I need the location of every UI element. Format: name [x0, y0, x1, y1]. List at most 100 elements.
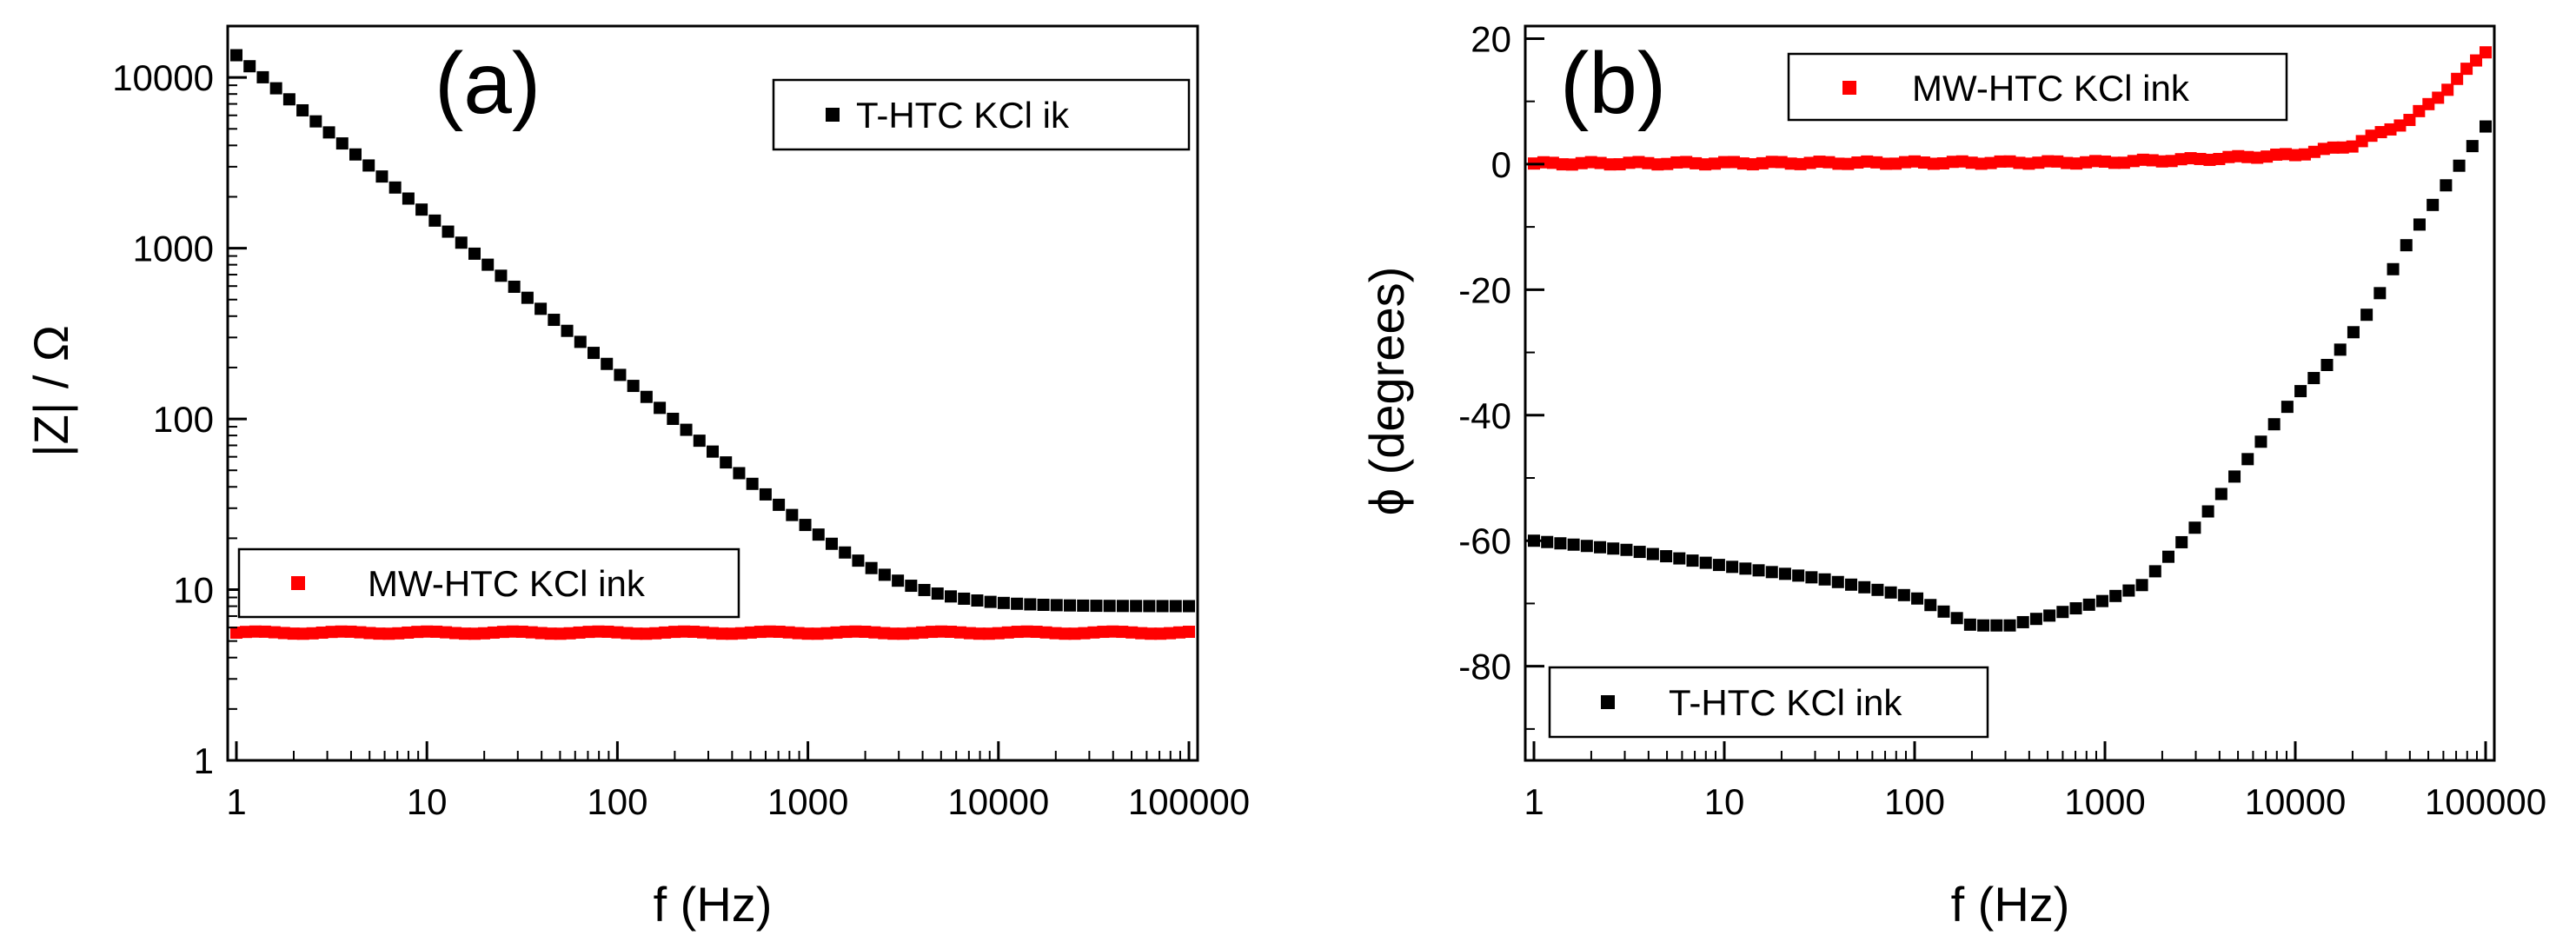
data-point-black [548, 314, 561, 327]
data-point-red [935, 625, 948, 638]
data-point-red [2298, 148, 2311, 161]
data-point-red [2232, 149, 2245, 163]
data-point-red [2155, 155, 2168, 168]
data-point-black [1541, 535, 1554, 548]
data-point-black [1077, 599, 1090, 612]
data-point-red [1078, 627, 1091, 640]
legend-a-black-marker [826, 108, 840, 122]
data-point-red [1584, 156, 1597, 169]
data-point-red [554, 627, 567, 640]
data-point-red [525, 626, 538, 639]
plot-a-frame [226, 24, 1199, 762]
data-point-red [2222, 150, 2235, 163]
data-point-red [1709, 157, 1722, 170]
data-point-red [1613, 158, 1626, 171]
data-point-red [582, 626, 595, 639]
x-tick-label: 10 [1704, 781, 1745, 822]
y-tick-label: -80 [1458, 647, 1511, 687]
data-point-black [1143, 600, 1156, 613]
data-point-black [1924, 599, 1937, 612]
data-point-black [2016, 615, 2029, 628]
data-point-red [1603, 158, 1617, 171]
data-point-red [573, 626, 586, 639]
data-point-black [746, 477, 759, 490]
data-point-red [2432, 91, 2445, 104]
legend-b-black-text: T-HTC KCl ink [1669, 682, 1902, 723]
data-point-red [2270, 148, 2283, 161]
data-point-red [963, 627, 976, 640]
data-point-red [668, 626, 681, 639]
data-point-red [2470, 54, 2483, 67]
x-tick-label: 100000 [1128, 781, 1250, 822]
data-point-black [640, 390, 653, 403]
x-tick-label: 10 [407, 781, 448, 822]
data-point-red [430, 625, 443, 638]
data-point-red [601, 625, 614, 638]
data-point-red [258, 625, 271, 638]
data-point-black [2466, 140, 2479, 153]
data-point-red [1001, 626, 1014, 639]
data-point-red [2127, 155, 2140, 168]
legend-b-black: T-HTC KCl ink [1548, 666, 1989, 739]
panel-a-xlabel: f (Hz) [654, 877, 773, 932]
data-point-red [1889, 157, 1902, 170]
x-tick-label: 10000 [2245, 781, 2347, 822]
data-point-black [1990, 619, 2003, 632]
data-point-red [2061, 156, 2074, 169]
data-point-red [1670, 156, 1683, 169]
data-point-black [230, 49, 242, 62]
data-point-red [2051, 155, 2064, 168]
data-point-red [2194, 152, 2207, 165]
data-point-red [1803, 156, 1816, 169]
data-point-black [2320, 359, 2334, 371]
data-point-red [277, 627, 290, 640]
data-point-red [2213, 152, 2226, 165]
data-point-red [2136, 153, 2149, 166]
y-tick-label: -60 [1458, 521, 1511, 561]
data-point-black [256, 70, 269, 83]
data-point-black [1567, 538, 1580, 551]
data-point-red [973, 627, 986, 640]
data-point-red [363, 627, 376, 640]
data-point-red [2261, 150, 2274, 163]
data-point-black [1050, 599, 1063, 612]
data-point-red [382, 627, 395, 640]
data-point-black [2334, 343, 2347, 356]
data-point-black [759, 488, 772, 501]
data-point-black [1554, 537, 1567, 550]
data-point-black [442, 225, 455, 238]
data-point-black [2453, 159, 2466, 172]
data-point-red [1842, 157, 1855, 170]
data-point-red [820, 627, 833, 640]
data-point-black [282, 93, 295, 106]
data-point-black [388, 181, 402, 194]
data-point-red [2480, 46, 2492, 59]
data-point-red [1125, 626, 1139, 639]
data-point-red [630, 627, 643, 640]
data-point-red [2355, 135, 2368, 148]
panel-a-marks [230, 49, 1195, 640]
data-point-black [1818, 573, 1831, 586]
legend-a-red-marker [291, 576, 305, 590]
data-point-black [905, 580, 918, 593]
legend-a-black: T-HTC KCl ik [772, 78, 1191, 151]
y-tick-label: 1000 [133, 229, 214, 269]
data-point-black [1765, 566, 1778, 579]
data-point-black [1580, 540, 1593, 553]
data-point-red [801, 627, 814, 640]
data-point-red [1154, 627, 1167, 640]
x-tick-label: 1000 [2064, 781, 2145, 822]
data-point-black [1607, 542, 1620, 555]
data-point-red [315, 626, 329, 639]
data-point-red [1575, 156, 1588, 169]
data-point-black [614, 368, 627, 381]
panel-b-xlabel: f (Hz) [1951, 877, 2070, 932]
data-point-red [1822, 156, 1836, 169]
data-point-black [852, 554, 865, 567]
data-point-black [574, 335, 587, 348]
data-point-black [971, 594, 984, 607]
legend-b-red-text: MW-HTC KCl ink [1912, 68, 2190, 109]
data-point-black [799, 519, 812, 532]
data-point-red [1794, 157, 1807, 170]
